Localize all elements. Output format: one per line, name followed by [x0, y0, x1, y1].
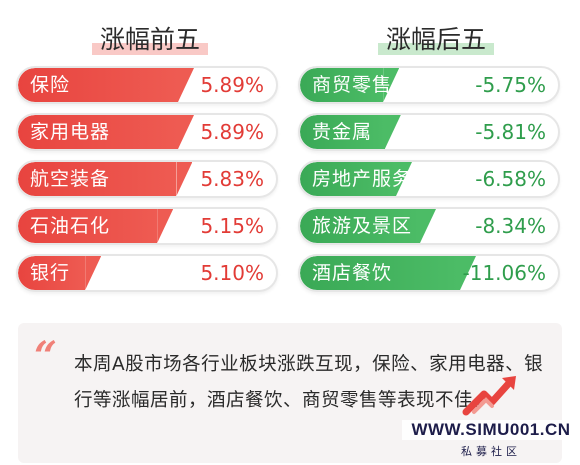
- bar-fill: [300, 256, 460, 290]
- sector-change: 5.89%: [200, 120, 264, 144]
- bar-fill: [300, 115, 385, 149]
- gainers-title-text: 涨幅前五: [99, 25, 200, 54]
- loser-row: 房地产服务 -6.58%: [298, 160, 560, 198]
- bar-fill: [18, 209, 158, 243]
- sector-change: 5.10%: [200, 261, 264, 285]
- bar-fill: [300, 209, 420, 243]
- title-highlight: [92, 43, 208, 55]
- watermark: WWW.SIMU001.CN 私募社区: [402, 370, 580, 465]
- loser-row: 酒店餐饮 -11.06%: [298, 254, 560, 292]
- sector-name: 家用电器: [30, 121, 111, 143]
- quote-icon: “: [34, 333, 58, 380]
- gainers-title: 涨幅前五: [92, 22, 208, 58]
- loser-row: 商贸零售 -5.75%: [298, 66, 560, 104]
- bar-fill: [300, 162, 396, 196]
- sector-name: 石油石化: [30, 215, 111, 237]
- sector-change: 5.15%: [200, 214, 264, 238]
- sector-change: 5.89%: [200, 73, 264, 97]
- sector-change: -11.06%: [462, 261, 546, 285]
- bar-fill: [18, 68, 178, 102]
- summary-text: 本周A股市场各行业板块涨跌互现，保险、家用电器、银行等涨幅居前，酒店餐饮、商贸零…: [74, 354, 544, 411]
- sector-name: 贵金属: [312, 121, 373, 143]
- sector-change: -5.81%: [475, 120, 546, 144]
- watermark-url: WWW.SIMU001.CN: [402, 420, 580, 440]
- gainer-row: 保险 5.89%: [16, 66, 278, 104]
- sector-name: 商贸零售: [312, 74, 393, 96]
- sector-name: 航空装备: [30, 168, 111, 190]
- bar-fill: [300, 68, 384, 102]
- title-highlight: [378, 43, 494, 55]
- watermark-logo-icon: [462, 376, 516, 416]
- sector-change: 5.83%: [200, 167, 264, 191]
- sector-name: 旅游及景区: [312, 215, 413, 237]
- summary-note: “ 本周A股市场各行业板块涨跌互现，保险、家用电器、银行等涨幅居前，酒店餐饮、商…: [18, 323, 562, 463]
- losers-title: 涨幅后五: [378, 22, 494, 58]
- losers-title-text: 涨幅后五: [385, 25, 486, 54]
- gainer-row: 家用电器 5.89%: [16, 113, 278, 151]
- watermark-subtitle: 私募社区: [461, 445, 521, 458]
- gainer-row: 航空装备 5.83%: [16, 160, 278, 198]
- loser-row: 旅游及景区 -8.34%: [298, 207, 560, 245]
- sector-change: -5.75%: [475, 73, 546, 97]
- bar-fill: [18, 162, 177, 196]
- sector-change: -6.58%: [475, 167, 546, 191]
- sector-name: 保险: [30, 74, 71, 96]
- sector-name: 酒店餐饮: [312, 262, 393, 284]
- bar-fill: [18, 115, 178, 149]
- gainer-row: 石油石化 5.15%: [16, 207, 278, 245]
- sector-change: -8.34%: [475, 214, 546, 238]
- gainer-row: 银行 5.10%: [16, 254, 278, 292]
- sector-name: 房地产服务: [312, 168, 413, 190]
- loser-row: 贵金属 -5.81%: [298, 113, 560, 151]
- bar-fill: [18, 256, 86, 290]
- sector-name: 银行: [30, 262, 71, 284]
